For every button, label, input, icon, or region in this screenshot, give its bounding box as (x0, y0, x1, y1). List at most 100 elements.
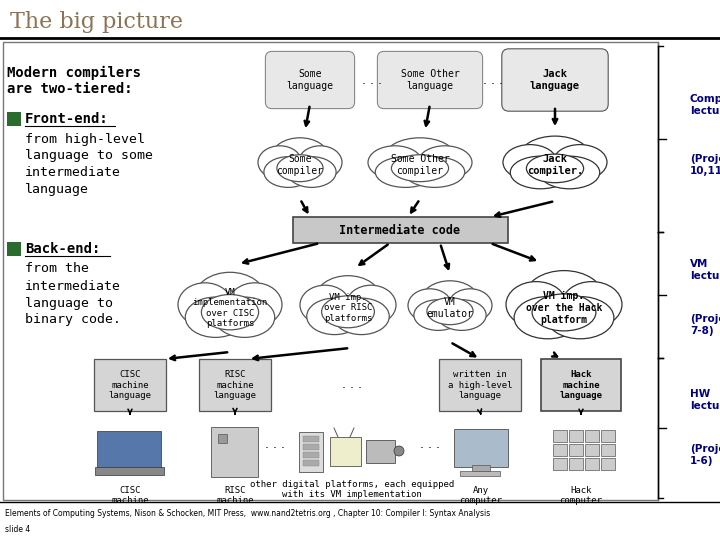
Ellipse shape (539, 156, 600, 189)
Ellipse shape (298, 146, 342, 179)
Ellipse shape (520, 136, 590, 177)
Ellipse shape (408, 289, 451, 322)
Ellipse shape (503, 145, 557, 180)
Ellipse shape (228, 283, 282, 327)
Text: VM
lectures: VM lectures (690, 259, 720, 281)
FancyBboxPatch shape (303, 444, 319, 450)
Text: Hack
machine
language: Hack machine language (559, 370, 603, 400)
Text: . . .: . . . (420, 438, 440, 451)
FancyBboxPatch shape (199, 359, 271, 411)
Text: other digital platforms, each equipped
with its VM implementation: other digital platforms, each equipped w… (250, 480, 454, 500)
FancyBboxPatch shape (541, 359, 621, 411)
Text: VM
implementation
over CISC
platforms: VM implementation over CISC platforms (192, 288, 268, 328)
FancyBboxPatch shape (502, 49, 608, 111)
Text: intermediate: intermediate (25, 166, 121, 179)
Text: . . .: . . . (342, 379, 362, 392)
FancyBboxPatch shape (454, 429, 508, 467)
Text: Compiler
lectures: Compiler lectures (690, 94, 720, 116)
Ellipse shape (506, 281, 567, 327)
FancyBboxPatch shape (292, 217, 508, 243)
Text: Some
compiler: Some compiler (276, 154, 323, 176)
Text: Some
language: Some language (287, 69, 333, 91)
Ellipse shape (185, 297, 246, 338)
Text: language to some: language to some (25, 150, 153, 163)
Ellipse shape (194, 272, 266, 323)
Text: Some Other
compiler: Some Other compiler (391, 154, 449, 176)
FancyBboxPatch shape (211, 427, 258, 477)
FancyBboxPatch shape (366, 440, 395, 462)
Text: language: language (25, 184, 89, 197)
Text: Modern compilers: Modern compilers (7, 66, 141, 80)
Text: CISC
machine
language: CISC machine language (109, 370, 151, 400)
FancyBboxPatch shape (569, 443, 582, 456)
Text: from the: from the (25, 262, 89, 275)
Ellipse shape (421, 281, 479, 319)
FancyBboxPatch shape (3, 42, 658, 500)
Ellipse shape (532, 294, 596, 331)
Text: written in
a high-level
language: written in a high-level language (448, 370, 512, 400)
Text: Some Other
language: Some Other language (400, 69, 459, 91)
FancyBboxPatch shape (472, 465, 490, 471)
FancyBboxPatch shape (377, 51, 482, 109)
Ellipse shape (287, 157, 336, 187)
Text: Hack
computer: Hack computer (559, 486, 603, 505)
Ellipse shape (202, 294, 258, 330)
Text: CISC
machine: CISC machine (111, 486, 149, 505)
Ellipse shape (368, 146, 422, 179)
FancyBboxPatch shape (299, 432, 323, 472)
FancyBboxPatch shape (303, 460, 319, 466)
Text: are two-tiered:: are two-tiered: (7, 82, 132, 96)
FancyBboxPatch shape (330, 436, 361, 465)
Text: RISC
machine: RISC machine (216, 486, 254, 505)
Ellipse shape (449, 289, 492, 322)
Text: . . .: . . . (265, 438, 285, 451)
Ellipse shape (375, 157, 436, 187)
Text: . . .: . . . (483, 73, 503, 86)
FancyBboxPatch shape (303, 436, 319, 442)
Ellipse shape (307, 298, 362, 335)
FancyBboxPatch shape (7, 242, 21, 256)
Ellipse shape (300, 285, 350, 325)
Ellipse shape (178, 283, 232, 327)
FancyBboxPatch shape (97, 431, 161, 469)
Ellipse shape (418, 146, 472, 179)
Ellipse shape (546, 296, 614, 339)
Ellipse shape (510, 156, 571, 189)
Text: Front-end:: Front-end: (25, 112, 109, 126)
Ellipse shape (271, 138, 328, 176)
FancyBboxPatch shape (552, 429, 567, 442)
FancyBboxPatch shape (569, 457, 582, 469)
Text: Intermediate code: Intermediate code (339, 224, 461, 237)
Ellipse shape (514, 296, 582, 339)
Text: VM
emulator: VM emulator (426, 297, 474, 319)
FancyBboxPatch shape (303, 452, 319, 458)
Text: Any
computer: Any computer (459, 486, 503, 505)
Ellipse shape (414, 300, 463, 330)
Ellipse shape (264, 157, 312, 187)
Ellipse shape (333, 298, 390, 335)
Ellipse shape (525, 271, 603, 323)
FancyBboxPatch shape (7, 112, 21, 126)
Text: Back-end:: Back-end: (25, 242, 100, 256)
FancyBboxPatch shape (600, 443, 614, 456)
Ellipse shape (553, 145, 607, 180)
Text: VM imp.
over the Hack
platform: VM imp. over the Hack platform (526, 292, 602, 325)
FancyBboxPatch shape (217, 434, 227, 442)
Ellipse shape (315, 276, 381, 321)
FancyBboxPatch shape (94, 467, 163, 475)
FancyBboxPatch shape (585, 443, 598, 456)
Text: Jack
language: Jack language (530, 69, 580, 91)
FancyBboxPatch shape (266, 51, 354, 109)
Text: The big picture: The big picture (10, 11, 183, 33)
Text: HW
lectures: HW lectures (690, 389, 720, 411)
FancyBboxPatch shape (585, 457, 598, 469)
FancyBboxPatch shape (552, 457, 567, 469)
Ellipse shape (346, 285, 396, 325)
FancyBboxPatch shape (460, 471, 500, 476)
Ellipse shape (526, 154, 584, 183)
Text: from high-level: from high-level (25, 132, 145, 145)
Ellipse shape (215, 297, 275, 338)
Ellipse shape (427, 298, 473, 325)
Text: Elements of Computing Systems, Nison & Schocken, MIT Press,  www.nand2tetris.org: Elements of Computing Systems, Nison & S… (5, 510, 490, 518)
Text: intermediate: intermediate (25, 280, 121, 293)
